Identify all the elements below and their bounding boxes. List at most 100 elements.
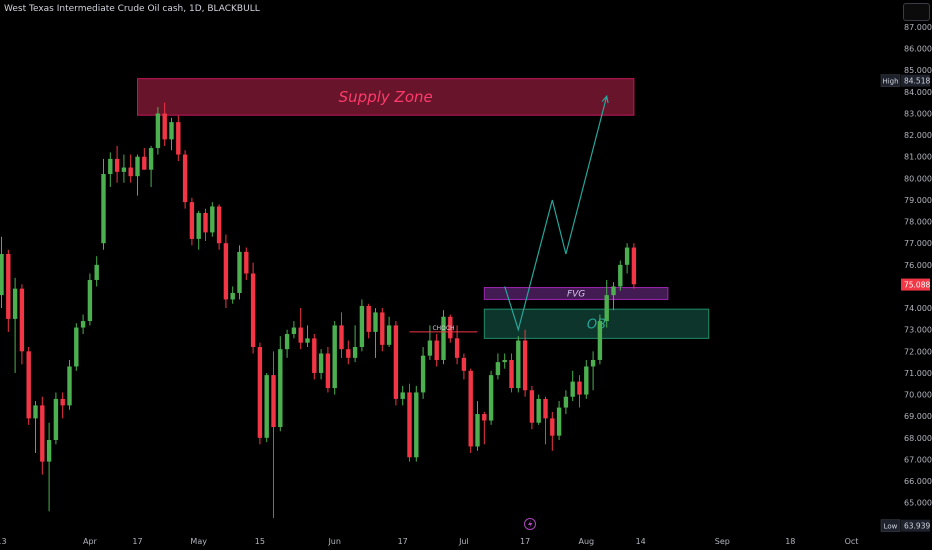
candle (87, 273, 93, 326)
y-tick-label: 82.000 (904, 131, 932, 140)
candle (169, 117, 174, 151)
x-tick-label: 17 (398, 537, 408, 546)
candle-body (563, 396, 569, 408)
candle-body (278, 349, 283, 428)
candle (325, 347, 331, 393)
price-axis[interactable]: 87.000 86.000 85.000 84.000 83.000 82.000 81.0… (880, 23, 932, 532)
candle (176, 115, 181, 162)
candle-body (461, 357, 467, 371)
y-tick-label: 83.000 (904, 109, 932, 118)
fvg-box (483, 287, 669, 300)
candle (40, 396, 45, 475)
candle (237, 245, 242, 300)
candle (366, 303, 371, 339)
candle (570, 370, 575, 402)
candle (101, 158, 106, 250)
choch-label: CHOCH (432, 325, 454, 332)
y-tick-label: 70.000 (904, 391, 932, 400)
candle-body (142, 156, 147, 170)
candle (386, 316, 392, 348)
candle-body (182, 154, 188, 203)
candle (298, 308, 303, 350)
candle-body (60, 398, 65, 406)
candle (250, 262, 256, 354)
candle-body (386, 325, 392, 345)
candle-body (264, 375, 269, 438)
candle-body (305, 338, 310, 343)
candle-body (0, 254, 4, 296)
y-tick-label: 73.000 (904, 326, 932, 335)
candle (203, 208, 208, 242)
candle-body (250, 273, 256, 348)
candle (332, 321, 337, 395)
candle (271, 351, 276, 518)
candle-body (26, 351, 31, 419)
candle (400, 385, 405, 406)
y-tick-label: 76.000 (904, 261, 932, 270)
candle (427, 325, 433, 360)
candle (454, 325, 460, 365)
chart-title: West Texas Intermediate Crude Oil cash, … (4, 4, 260, 14)
price-value-box (901, 519, 930, 532)
candle (162, 102, 167, 146)
candle-body (19, 288, 25, 352)
candle (434, 334, 439, 367)
candle (550, 411, 555, 451)
candle (284, 329, 290, 358)
candle-body (169, 122, 174, 140)
candle (373, 308, 378, 358)
y-tick-label: 78.000 (904, 218, 932, 227)
candle (543, 396, 548, 445)
candle (529, 385, 535, 430)
candle (26, 347, 31, 425)
overlay-layer: CHOCH (409, 94, 609, 333)
y-tick-label: 80.000 (904, 174, 932, 183)
candle-body (148, 148, 154, 170)
candle-body (352, 347, 358, 358)
candle (264, 372, 269, 443)
candle (407, 383, 412, 462)
candle-body (407, 392, 412, 458)
candle-body (420, 355, 426, 393)
candle-body (434, 340, 439, 360)
candle (624, 243, 630, 274)
candle (414, 385, 419, 462)
x-tick-label: May (190, 537, 207, 546)
price-tag-value: 84.518 (904, 77, 930, 86)
candle-body (536, 398, 541, 423)
settings-button[interactable] (903, 3, 930, 21)
x-tick-label: 13 (0, 537, 7, 546)
ob-box (483, 308, 710, 339)
candle-body (346, 349, 351, 358)
x-tick-label: 17 (132, 537, 142, 546)
candle-body (135, 156, 140, 177)
time-axis[interactable]: 13 Apr 17 May 15 Jun 17 Jul 17 Aug 14 Sep 18 Oct (0, 518, 858, 547)
candle-body (604, 295, 609, 322)
candles-layer (0, 102, 637, 518)
candle (196, 210, 201, 250)
x-tick-label: Jul (458, 537, 469, 546)
candle-body (155, 113, 161, 149)
candle (631, 243, 637, 289)
candle (495, 353, 501, 380)
candle (114, 145, 120, 183)
candle-body (257, 347, 263, 438)
candle-body (6, 254, 11, 319)
candle-body (590, 359, 596, 367)
x-tick-label: Aug (578, 537, 594, 546)
price-tag-box (880, 74, 901, 87)
y-tick-label: 87.000 (904, 23, 932, 32)
y-tick-label: 86.000 (904, 45, 932, 54)
candle (352, 325, 358, 363)
candle-body (216, 206, 222, 244)
candle-body (366, 305, 371, 332)
candle (475, 401, 480, 451)
candle-body (284, 334, 290, 350)
current-price-box (901, 278, 930, 291)
price-value-box (901, 74, 930, 87)
candle-body (244, 251, 249, 274)
candle-body (359, 305, 365, 348)
candle (74, 323, 79, 371)
lightning-icon[interactable] (524, 518, 536, 530)
